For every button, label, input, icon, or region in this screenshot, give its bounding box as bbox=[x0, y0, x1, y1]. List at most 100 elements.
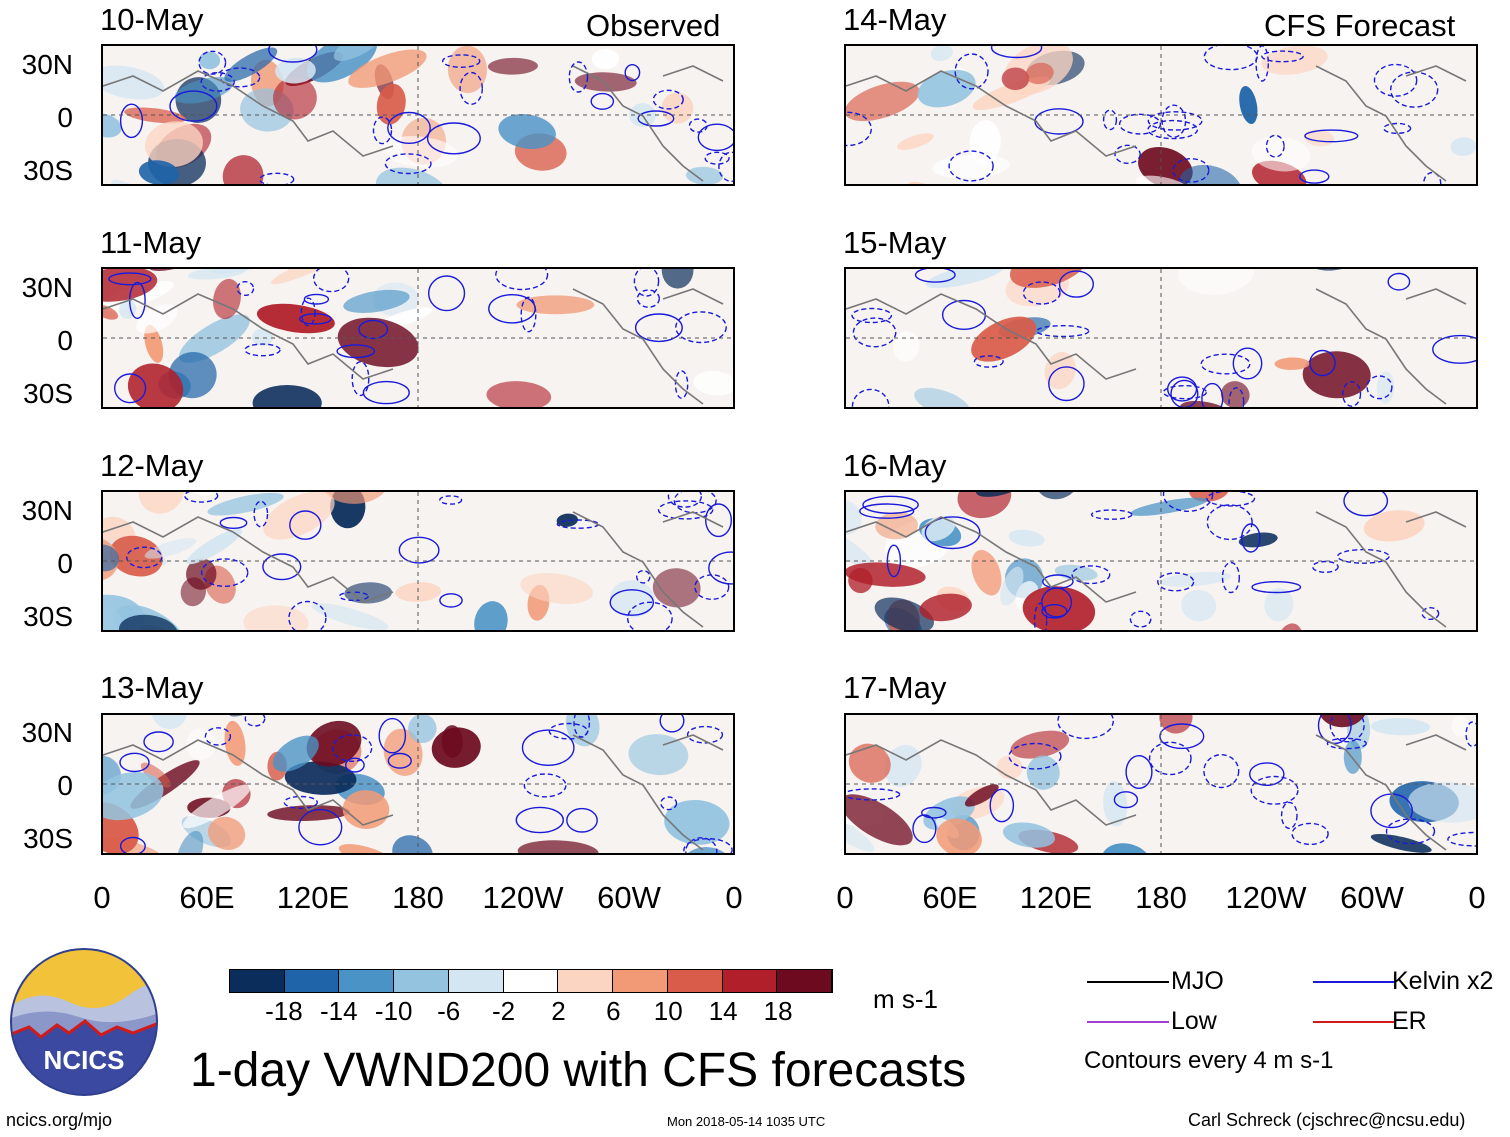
anomaly-blob bbox=[198, 51, 221, 70]
anomaly-blob bbox=[103, 304, 119, 320]
kelvin-contour bbox=[262, 553, 302, 581]
panel-date: 14-May bbox=[843, 2, 947, 37]
kelvin-contour bbox=[633, 269, 660, 297]
colorbar-swatch bbox=[339, 970, 395, 992]
lon-label: 120E bbox=[276, 880, 350, 915]
kelvin-contour bbox=[862, 495, 919, 515]
colorbar-tick-label: -14 bbox=[320, 996, 358, 1026]
anomaly-blob bbox=[972, 76, 1051, 110]
anomaly-blob bbox=[344, 582, 393, 604]
lon-label: 120W bbox=[482, 880, 564, 915]
kelvin-contour bbox=[200, 72, 235, 92]
anomaly-blob bbox=[252, 328, 274, 346]
kelvin-contour bbox=[521, 729, 575, 767]
panel-date: 15-May bbox=[843, 225, 947, 260]
lat-label: 0 bbox=[57, 770, 73, 801]
kelvin-contour bbox=[1317, 715, 1352, 745]
anomaly-blob bbox=[556, 513, 578, 527]
kelvin-contour bbox=[428, 275, 466, 312]
anomaly-blob bbox=[1274, 357, 1310, 370]
anomaly-blob bbox=[846, 794, 913, 846]
kelvin-contour bbox=[1090, 509, 1133, 520]
lon-label: 120W bbox=[1225, 880, 1307, 915]
footer-url[interactable]: ncics.org/mjo bbox=[6, 1110, 113, 1130]
legend-label: Kelvin x2 bbox=[1392, 967, 1494, 995]
anomaly-blob bbox=[447, 46, 488, 94]
legend-label: ER bbox=[1392, 1007, 1427, 1035]
kelvin-contour bbox=[119, 752, 150, 773]
kelvin-contour bbox=[108, 272, 152, 286]
kelvin-contour bbox=[1147, 119, 1199, 140]
kelvin-contour bbox=[1383, 122, 1412, 135]
lat-label: 0 bbox=[57, 102, 73, 133]
kelvin-contour bbox=[954, 53, 989, 90]
lon-label: 60E bbox=[179, 880, 235, 915]
colorbar bbox=[229, 969, 833, 993]
lat-label: 0 bbox=[57, 548, 73, 579]
kelvin-contour bbox=[336, 344, 376, 359]
mjo-legend-line bbox=[1087, 981, 1169, 983]
anomaly-blob bbox=[186, 528, 243, 565]
anomaly-blob bbox=[846, 500, 862, 536]
anomaly-blob bbox=[383, 728, 423, 776]
kelvin-contour bbox=[694, 574, 730, 601]
anomaly-blob bbox=[1302, 351, 1371, 399]
lat-label: 30S bbox=[23, 378, 73, 409]
map-field bbox=[103, 46, 733, 184]
kelvin-contour bbox=[1309, 349, 1336, 377]
kelvin-contour bbox=[398, 536, 440, 564]
er-legend-line bbox=[1313, 1021, 1395, 1023]
map-panel bbox=[101, 490, 735, 632]
anomaly-blob bbox=[179, 314, 250, 363]
kelvin-contour bbox=[1206, 492, 1256, 507]
kelvin-contour bbox=[300, 297, 316, 327]
anomaly-blob bbox=[375, 167, 450, 184]
lat-label: 0 bbox=[57, 325, 73, 356]
kelvin-contour bbox=[1125, 755, 1153, 789]
kelvin-contour bbox=[1200, 353, 1251, 375]
kelvin-contour bbox=[344, 757, 365, 773]
lat-label: 30N bbox=[21, 717, 73, 748]
kelvin-contour bbox=[378, 717, 407, 754]
anomaly-blob bbox=[1317, 715, 1369, 728]
kelvin-contour bbox=[718, 151, 733, 182]
kelvin-contour bbox=[1299, 169, 1330, 184]
anomaly-blob bbox=[109, 535, 163, 577]
anomaly-blob bbox=[971, 316, 1037, 362]
kelvin-contour bbox=[685, 837, 718, 853]
anomaly-blob bbox=[1001, 67, 1030, 91]
kelvin-contour bbox=[288, 600, 327, 630]
kelvin-contour bbox=[548, 722, 589, 740]
kelvin-contour bbox=[1221, 561, 1240, 594]
kelvin-contour bbox=[289, 510, 322, 540]
kelvin-contour bbox=[495, 269, 549, 291]
anomaly-blob bbox=[964, 784, 999, 807]
kelvin-contour bbox=[637, 110, 675, 127]
kelvin-contour bbox=[660, 796, 678, 811]
anomaly-blob bbox=[103, 544, 120, 572]
colorbar-tick-label: 14 bbox=[708, 996, 738, 1026]
kelvin-contour bbox=[259, 172, 295, 184]
map-panel bbox=[101, 44, 735, 186]
anomaly-blob bbox=[628, 734, 689, 776]
anomaly-blob bbox=[224, 47, 278, 82]
anomaly-blob bbox=[925, 269, 1004, 289]
colorbar-units: m s-1 bbox=[873, 984, 938, 1014]
lon-label: 60E bbox=[922, 880, 978, 915]
colorbar-swatch bbox=[722, 970, 778, 992]
kelvin-contour bbox=[566, 807, 598, 833]
footer-credit: Carl Schreck (cjschrec@ncsu.edu) bbox=[1188, 1110, 1466, 1130]
map-field bbox=[103, 715, 733, 853]
anomaly-blob bbox=[846, 525, 876, 571]
kelvin-contour bbox=[1041, 587, 1073, 618]
anomaly-blob bbox=[395, 582, 442, 602]
lon-label: 180 bbox=[1135, 880, 1187, 915]
map-panel bbox=[844, 44, 1478, 186]
lat-label: 30N bbox=[21, 495, 73, 526]
anomaly-blob bbox=[311, 603, 389, 630]
anomaly-blob bbox=[144, 324, 164, 363]
anomaly-blob bbox=[1044, 352, 1076, 390]
kelvin-contour bbox=[990, 46, 1043, 59]
kelvin-contour bbox=[1240, 523, 1261, 553]
anomaly-blob bbox=[1370, 718, 1431, 736]
